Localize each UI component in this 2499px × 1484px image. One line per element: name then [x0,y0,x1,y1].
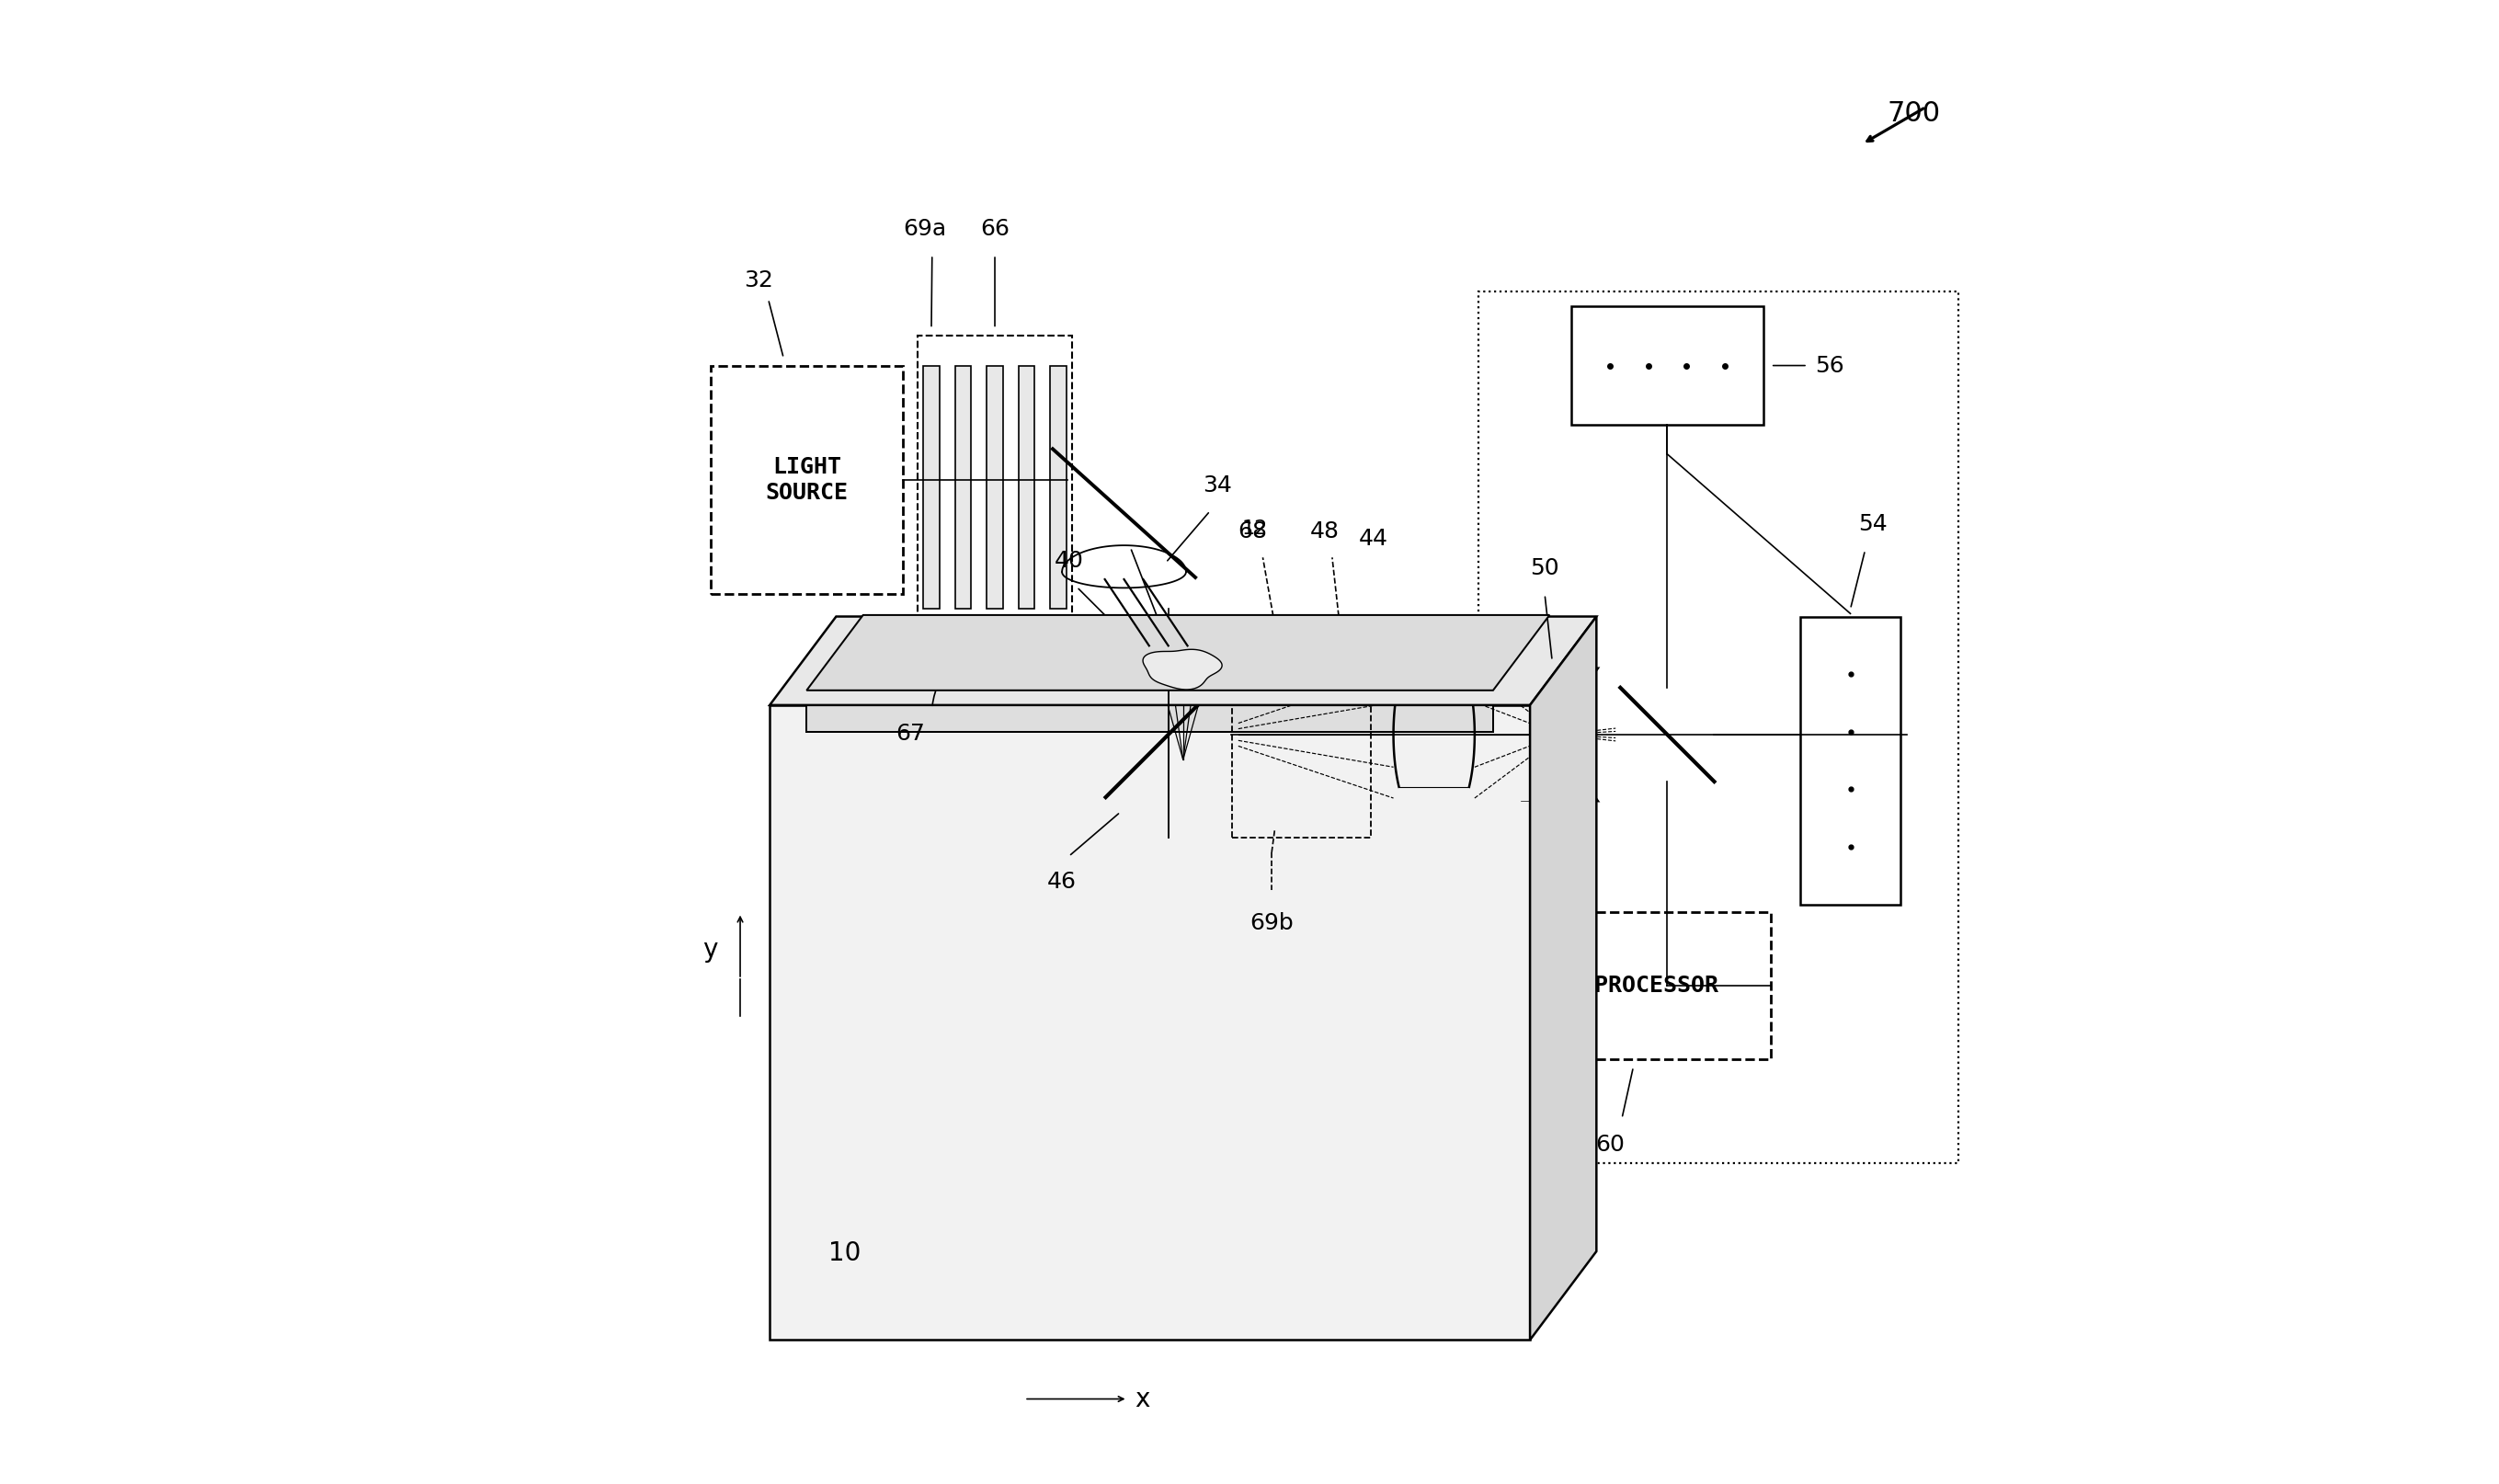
Text: y: y [702,936,717,963]
Text: 60: 60 [1597,1134,1624,1156]
Bar [917,335,1072,660]
Bar [1050,365,1067,608]
Text: 34: 34 [1202,473,1232,496]
Polygon shape [1529,616,1597,1340]
Text: 40: 40 [1055,551,1085,573]
Bar [987,365,1002,608]
Text: 56: 56 [1814,355,1844,377]
Bar [1799,616,1902,904]
Text: 44: 44 [1359,528,1389,549]
Bar [1232,616,1369,838]
Text: 69b: 69b [1250,911,1294,933]
Text: 66: 66 [980,218,1010,240]
Text: 69a: 69a [902,218,947,240]
Text: 67: 67 [895,723,925,745]
Bar [1542,911,1772,1060]
Bar [1349,638,1359,816]
Polygon shape [770,616,1597,705]
Bar [1242,638,1254,816]
Text: PROCESSOR: PROCESSOR [1594,975,1719,997]
Bar [1259,638,1272,816]
Bar [807,705,1492,732]
Bar [1020,365,1035,608]
Bar [922,365,940,608]
Text: 54: 54 [1857,513,1887,536]
Bar [1294,638,1307,816]
Bar [1334,638,1344,816]
Bar [1479,292,1959,1163]
Text: LIGHT
SOURCE: LIGHT SOURCE [765,456,847,503]
Text: 50: 50 [1529,558,1559,580]
Text: 12: 12 [1242,519,1267,539]
Text: 10: 10 [830,1241,862,1266]
Text: 46: 46 [1047,871,1077,893]
Bar [1277,638,1289,816]
Bar [1319,638,1329,816]
Text: 32: 32 [745,270,772,292]
Bar [770,705,1529,1340]
Text: 42: 42 [1172,653,1200,672]
Bar [710,365,902,595]
Text: x: x [1135,1386,1150,1411]
Bar [955,365,972,608]
Bar [1572,307,1764,424]
Polygon shape [1142,650,1222,690]
Text: 68: 68 [1237,521,1267,543]
Text: 700: 700 [1887,99,1939,126]
Text: 48: 48 [1309,521,1339,543]
Polygon shape [807,614,1549,690]
